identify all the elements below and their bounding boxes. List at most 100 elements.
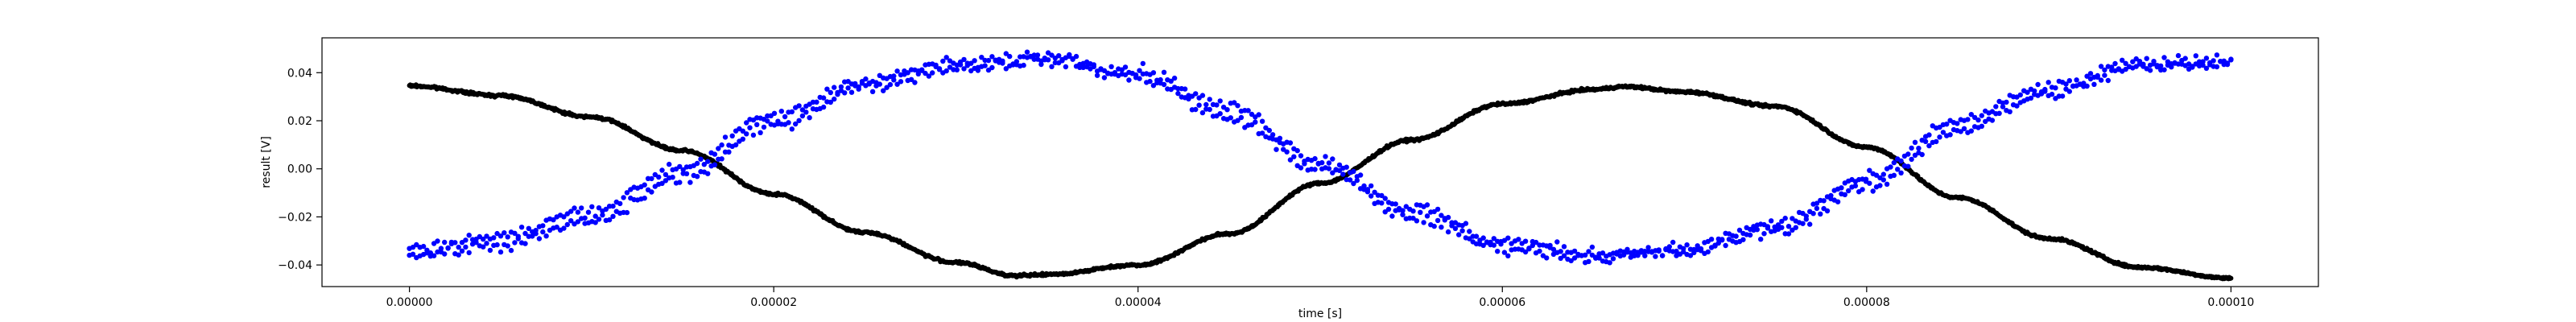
data-point xyxy=(1129,71,1135,76)
data-point xyxy=(459,248,465,254)
data-point xyxy=(505,234,510,240)
data-point xyxy=(1473,233,1480,239)
data-point xyxy=(1509,241,1514,246)
data-point xyxy=(1505,235,1511,241)
data-point xyxy=(463,244,469,250)
data-point xyxy=(2190,64,2195,70)
data-point xyxy=(1695,243,1700,249)
data-point xyxy=(491,235,497,241)
data-point xyxy=(1186,96,1191,102)
data-point xyxy=(1364,189,1371,195)
data-point xyxy=(1088,66,1093,72)
data-point xyxy=(603,206,609,213)
data-point xyxy=(1182,86,1188,92)
data-point xyxy=(540,229,546,235)
data-point xyxy=(502,230,507,236)
data-point xyxy=(1530,242,1536,249)
data-point xyxy=(1940,130,1946,135)
data-point xyxy=(1659,253,1666,258)
data-point xyxy=(1824,208,1831,214)
data-point xyxy=(1800,210,1806,217)
data-point xyxy=(1442,217,1448,223)
data-point xyxy=(1916,146,1922,151)
data-point xyxy=(894,81,900,87)
data-point xyxy=(431,253,437,258)
data-point xyxy=(414,242,419,248)
data-point xyxy=(536,236,543,242)
data-point xyxy=(1312,155,1318,162)
data-point xyxy=(1277,139,1283,146)
data-point xyxy=(1645,249,1651,254)
data-point xyxy=(1810,211,1816,217)
data-point xyxy=(540,223,546,229)
data-point xyxy=(1361,183,1367,189)
data-point xyxy=(2169,64,2174,70)
data-point xyxy=(1501,250,1508,255)
data-point xyxy=(1747,232,1753,238)
data-point xyxy=(989,54,995,60)
data-point xyxy=(473,240,479,246)
data-point xyxy=(1456,232,1462,237)
data-point xyxy=(975,68,981,73)
data-point xyxy=(579,205,584,211)
data-point xyxy=(1912,139,1918,145)
data-point xyxy=(1199,93,1206,98)
data-point xyxy=(2066,89,2072,94)
data-point xyxy=(1687,253,1694,258)
data-point xyxy=(1782,215,1788,221)
data-point xyxy=(1101,75,1108,80)
data-point xyxy=(683,171,690,176)
data-point xyxy=(1073,53,1080,60)
data-point xyxy=(649,189,654,195)
data-point xyxy=(1368,183,1374,189)
data-point xyxy=(1814,200,1820,206)
data-point xyxy=(758,130,763,135)
data-point xyxy=(1287,157,1294,163)
data-point xyxy=(2123,60,2128,67)
data-point xyxy=(2084,73,2090,79)
data-point xyxy=(1274,147,1279,152)
data-point xyxy=(694,160,700,167)
data-point xyxy=(1571,248,1578,254)
data-point xyxy=(733,142,739,148)
x-tick-label: 0.00010 xyxy=(2207,296,2254,309)
data-point xyxy=(1867,180,1872,186)
data-point xyxy=(1007,53,1013,60)
y-axis-label: result [V] xyxy=(260,136,273,188)
data-point xyxy=(1785,224,1792,229)
data-point xyxy=(2193,53,2198,59)
data-point xyxy=(954,67,960,73)
data-point xyxy=(1926,132,1932,138)
data-point xyxy=(1126,77,1132,83)
data-point xyxy=(2102,72,2107,78)
data-point xyxy=(1835,199,1841,204)
data-point xyxy=(1670,249,1676,254)
data-point xyxy=(1554,250,1560,255)
data-point xyxy=(1905,163,1911,169)
data-point xyxy=(1586,249,1591,254)
data-point xyxy=(2211,58,2216,64)
data-point xyxy=(1224,107,1230,113)
data-point xyxy=(505,243,510,249)
data-point xyxy=(1947,132,1953,138)
data-point xyxy=(596,205,602,211)
data-point xyxy=(848,89,855,95)
data-point xyxy=(1600,250,1606,256)
data-point xyxy=(659,167,665,173)
data-point xyxy=(1596,255,1602,261)
x-axis-ticks: 0.00000 0.00002 0.00004 0.00006 0.00008 0.000… xyxy=(386,287,2254,309)
data-point xyxy=(2224,60,2231,66)
data-point xyxy=(1516,237,1521,242)
data-point xyxy=(1098,67,1104,72)
data-point xyxy=(522,241,528,246)
data-point xyxy=(1955,121,1960,126)
data-point xyxy=(2144,56,2149,61)
data-point xyxy=(1779,225,1785,230)
data-point xyxy=(596,217,602,222)
data-point xyxy=(484,241,489,246)
data-point xyxy=(484,233,489,239)
data-point xyxy=(1235,103,1241,109)
data-point xyxy=(1354,177,1360,184)
data-point xyxy=(466,250,472,256)
